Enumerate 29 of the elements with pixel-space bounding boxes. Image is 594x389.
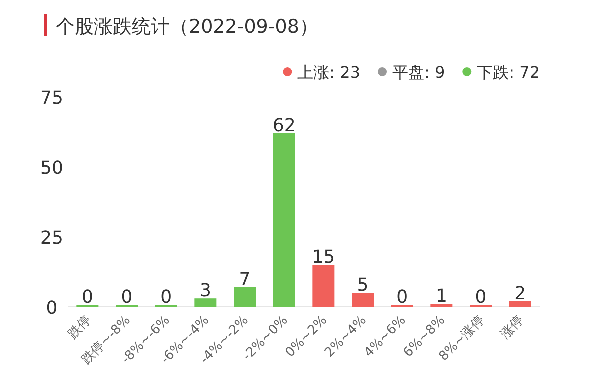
legend-label: 平盘: 9 <box>392 63 446 82</box>
bar <box>234 287 256 307</box>
data-label: 0 <box>475 287 487 308</box>
data-label: 2 <box>514 283 526 304</box>
legend-label: 上涨: 23 <box>298 63 360 82</box>
data-label: 3 <box>200 280 212 302</box>
data-label: 0 <box>82 287 94 308</box>
bar <box>273 133 296 307</box>
data-label: 7 <box>239 269 251 290</box>
legend-label: 下跌: 72 <box>477 63 540 82</box>
x-tick-label: 跌停 <box>66 313 94 342</box>
data-label: 62 <box>272 115 296 136</box>
bar <box>312 265 335 307</box>
data-label: 15 <box>312 247 336 268</box>
y-tick-label: 0 <box>46 298 58 319</box>
data-label: 5 <box>357 275 369 296</box>
data-label: 0 <box>396 287 408 308</box>
bar <box>509 301 532 307</box>
x-tick-label: 涨停 <box>498 313 528 342</box>
chart-title: 个股涨跌统计（2022-09-08） <box>56 16 318 38</box>
data-label: 0 <box>160 287 172 308</box>
bar <box>430 304 453 307</box>
y-tick-label: 25 <box>40 228 64 249</box>
data-label: 0 <box>121 287 133 308</box>
data-label: 1 <box>436 286 448 308</box>
bar <box>194 298 217 307</box>
bar <box>352 293 374 307</box>
y-tick-label: 50 <box>40 158 64 179</box>
y-tick-label: 75 <box>40 88 64 109</box>
